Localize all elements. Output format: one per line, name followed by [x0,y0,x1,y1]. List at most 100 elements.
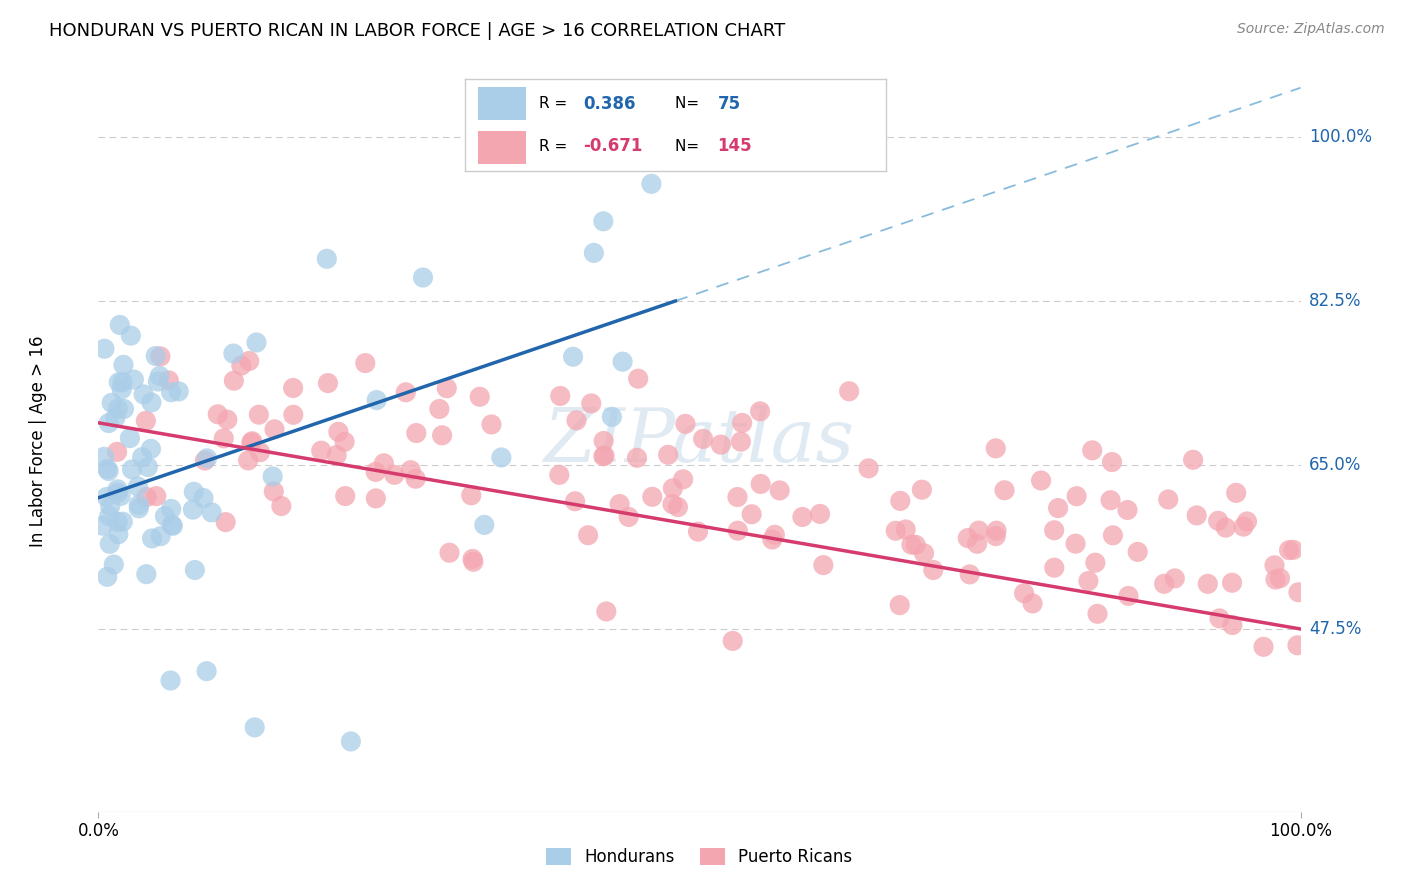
Point [1081,443,1104,458]
Point [838,384,860,399]
Point [167,384,190,399]
Point [1182,452,1205,467]
Point [959,567,981,582]
Legend: Hondurans, Puerto Ricans: Hondurans, Puerto Ricans [547,848,852,866]
Point [1066,489,1088,503]
Point [136,460,159,475]
Point [395,385,418,400]
Point [405,472,427,486]
Point [118,431,141,445]
Point [595,604,617,618]
Point [131,450,153,465]
Point [183,484,205,499]
Point [592,449,614,463]
Point [249,445,271,459]
Point [103,558,125,572]
Point [120,328,142,343]
Point [1286,585,1309,599]
Point [354,356,377,370]
Point [139,442,162,456]
Point [769,483,792,498]
Point [98,537,121,551]
Point [675,417,697,431]
Point [262,469,284,483]
Point [430,428,453,442]
Point [112,401,135,416]
Point [1215,521,1237,535]
Point [548,389,571,403]
Point [562,350,585,364]
Point [967,524,990,538]
Point [993,483,1015,498]
Point [217,412,239,426]
Point [91,518,114,533]
Point [107,485,129,500]
Point [592,434,614,448]
Point [132,387,155,401]
Text: Source: ZipAtlas.com: Source: ZipAtlas.com [1237,22,1385,37]
Point [108,318,131,332]
Point [127,480,149,494]
Point [858,461,880,475]
Point [1286,638,1309,652]
Point [236,453,259,467]
Point [263,422,285,436]
Point [1253,640,1275,654]
Point [1222,618,1244,632]
Point [686,524,709,539]
Point [207,407,229,421]
Point [159,673,181,688]
Point [97,464,120,478]
Point [110,489,132,503]
Point [593,449,616,463]
Point [141,395,163,409]
Point [1157,492,1180,507]
Point [240,434,263,449]
Text: In Labor Force | Age > 16: In Labor Force | Age > 16 [30,335,48,548]
Point [364,465,387,479]
Point [160,502,183,516]
Point [592,214,614,228]
Point [412,270,434,285]
Text: ZIPatlas: ZIPatlas [544,405,855,478]
Point [100,396,122,410]
Point [316,376,339,390]
Point [135,490,157,504]
Point [97,416,120,430]
Point [399,463,422,477]
Point [96,570,118,584]
Point [956,531,979,545]
Point [1232,519,1254,533]
Point [384,467,406,482]
Point [581,396,603,410]
Point [149,350,172,364]
Text: 65.0%: 65.0% [1309,456,1361,474]
Point [111,515,134,529]
Point [692,432,714,446]
Point [270,499,292,513]
Point [436,381,458,395]
Point [111,376,134,390]
Point [491,450,513,465]
Point [145,349,167,363]
Point [1043,560,1066,574]
Point [468,390,491,404]
Point [813,558,835,572]
Point [1099,493,1122,508]
Point [463,555,485,569]
Point [214,515,236,529]
Point [121,462,143,476]
Point [328,425,350,439]
Point [661,497,683,511]
Point [184,563,207,577]
Point [162,518,184,533]
Point [122,373,145,387]
Point [98,500,121,514]
Point [721,634,744,648]
Point [366,393,388,408]
Point [157,374,180,388]
Point [128,501,150,516]
Point [1101,455,1123,469]
Point [900,538,922,552]
Point [626,450,648,465]
